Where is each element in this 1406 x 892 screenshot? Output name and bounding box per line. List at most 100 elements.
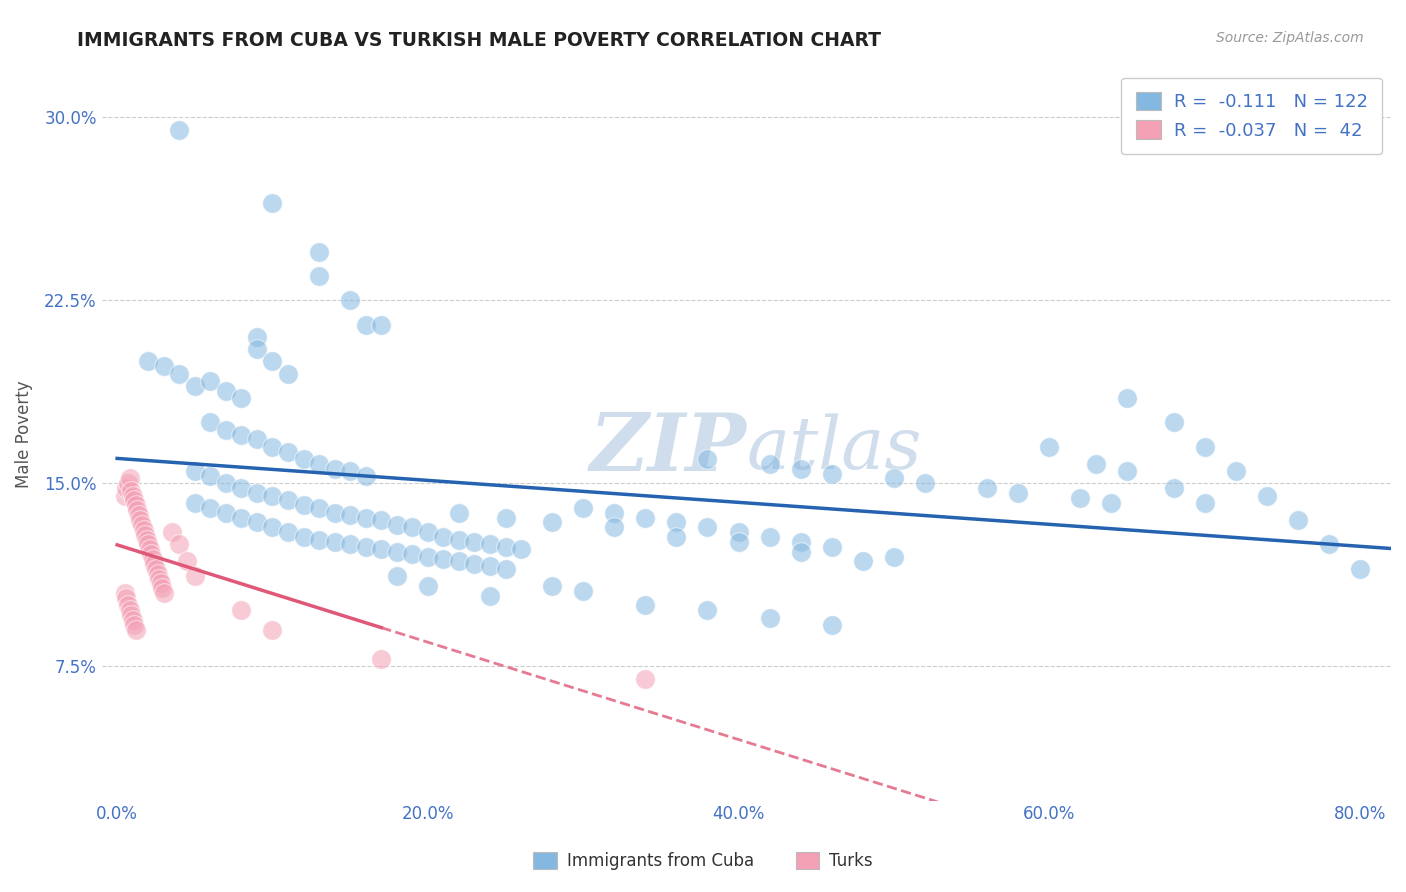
Point xyxy=(122,493,145,508)
Point xyxy=(634,599,657,613)
Legend: Immigrants from Cuba, Turks: Immigrants from Cuba, Turks xyxy=(527,845,879,877)
Point xyxy=(160,525,183,540)
Point xyxy=(132,523,155,537)
Point xyxy=(308,533,330,547)
Point xyxy=(128,508,150,522)
Point xyxy=(262,354,284,368)
Point xyxy=(463,535,485,549)
Point xyxy=(370,542,392,557)
Point xyxy=(308,244,330,259)
Point xyxy=(323,506,346,520)
Point xyxy=(463,557,485,571)
Point xyxy=(789,545,811,559)
Point xyxy=(1194,496,1216,510)
Point xyxy=(169,537,191,551)
Point xyxy=(149,576,172,591)
Point xyxy=(114,489,136,503)
Point xyxy=(1225,464,1247,478)
Point xyxy=(215,476,238,491)
Point xyxy=(184,569,207,583)
Point xyxy=(246,342,269,356)
Point xyxy=(115,481,138,495)
Point xyxy=(184,464,207,478)
Point xyxy=(572,583,595,598)
Point xyxy=(1038,440,1060,454)
Point xyxy=(200,416,222,430)
Point xyxy=(914,476,936,491)
Point xyxy=(292,530,315,544)
Point xyxy=(129,513,152,527)
Point xyxy=(120,608,142,623)
Point xyxy=(135,533,157,547)
Point xyxy=(262,195,284,210)
Point xyxy=(117,599,139,613)
Point xyxy=(354,318,377,332)
Point xyxy=(277,444,299,458)
Point xyxy=(262,489,284,503)
Point xyxy=(976,481,998,495)
Point xyxy=(200,374,222,388)
Point xyxy=(134,527,156,541)
Text: Source: ZipAtlas.com: Source: ZipAtlas.com xyxy=(1216,31,1364,45)
Point xyxy=(1007,486,1029,500)
Point xyxy=(1256,489,1278,503)
Point xyxy=(354,469,377,483)
Text: IMMIGRANTS FROM CUBA VS TURKISH MALE POVERTY CORRELATION CHART: IMMIGRANTS FROM CUBA VS TURKISH MALE POV… xyxy=(77,31,882,50)
Point xyxy=(262,623,284,637)
Point xyxy=(145,562,167,576)
Point xyxy=(131,517,153,532)
Point xyxy=(246,486,269,500)
Point xyxy=(603,506,626,520)
Point xyxy=(852,554,875,568)
Point xyxy=(1194,440,1216,454)
Point xyxy=(541,579,564,593)
Point xyxy=(478,537,501,551)
Point xyxy=(120,483,142,498)
Point xyxy=(231,391,253,405)
Point xyxy=(789,461,811,475)
Point xyxy=(176,554,198,568)
Point xyxy=(821,540,844,554)
Point xyxy=(495,562,517,576)
Point xyxy=(478,559,501,574)
Point xyxy=(696,452,718,467)
Point xyxy=(262,520,284,534)
Point xyxy=(1348,562,1371,576)
Point xyxy=(727,535,749,549)
Point xyxy=(122,618,145,632)
Point xyxy=(1163,481,1185,495)
Point xyxy=(308,268,330,283)
Point xyxy=(541,516,564,530)
Point xyxy=(231,603,253,617)
Point xyxy=(215,384,238,398)
Point xyxy=(432,552,454,566)
Point xyxy=(354,540,377,554)
Point xyxy=(416,525,439,540)
Point xyxy=(231,427,253,442)
Point xyxy=(339,537,361,551)
Point xyxy=(339,508,361,522)
Point xyxy=(118,603,141,617)
Point xyxy=(136,537,159,551)
Point xyxy=(143,557,166,571)
Point xyxy=(215,423,238,437)
Point xyxy=(125,499,148,513)
Point xyxy=(416,549,439,564)
Point xyxy=(665,516,688,530)
Point xyxy=(495,540,517,554)
Point xyxy=(572,500,595,515)
Point xyxy=(200,500,222,515)
Point xyxy=(152,359,174,374)
Point xyxy=(789,535,811,549)
Point xyxy=(634,510,657,524)
Point xyxy=(121,489,143,503)
Point xyxy=(262,440,284,454)
Point xyxy=(696,603,718,617)
Point xyxy=(114,586,136,600)
Point xyxy=(125,623,148,637)
Point xyxy=(136,354,159,368)
Point xyxy=(401,520,423,534)
Point xyxy=(308,457,330,471)
Point xyxy=(127,503,149,517)
Point xyxy=(117,476,139,491)
